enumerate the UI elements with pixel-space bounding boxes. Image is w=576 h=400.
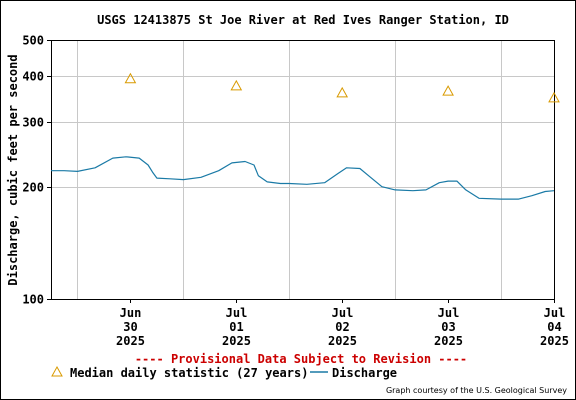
y-axis-label: Discharge, cubic feet per second — [6, 54, 20, 285]
x-axis-ticks: Jun302025Jul012025Jul022025Jul032025Jul0… — [116, 299, 569, 348]
legend-discharge-label: Discharge — [332, 366, 397, 380]
provisional-note: ---- Provisional Data Subject to Revisio… — [135, 352, 467, 366]
x-tick-label: Jun — [120, 306, 142, 320]
discharge-line — [51, 156, 555, 200]
y-tick-label: 500 — [22, 34, 44, 48]
y-tick-label: 400 — [22, 70, 44, 84]
median-marker — [442, 85, 454, 96]
y-tick-label: 100 — [22, 293, 44, 307]
x-tick-label: 2025 — [116, 334, 145, 348]
legend-median-label: Median daily statistic (27 years) — [70, 366, 308, 380]
x-tick-label: 2025 — [328, 334, 357, 348]
plot-area-frame — [51, 40, 555, 300]
x-tick-label: 02 — [335, 320, 349, 334]
x-tick-label: 2025 — [434, 334, 463, 348]
x-tick-label: 01 — [229, 320, 243, 334]
x-tick-label: Jul — [226, 306, 248, 320]
x-tick-label: 03 — [441, 320, 455, 334]
x-tick-label: Jul — [544, 306, 566, 320]
legend: Median daily statistic (27 years) Discha… — [51, 365, 397, 380]
x-tick-label: Jul — [332, 306, 354, 320]
x-tick-label: 30 — [123, 320, 137, 334]
chart-title: USGS 12413875 St Joe River at Red Ives R… — [97, 13, 509, 27]
x-tick-label: Jul — [438, 306, 460, 320]
median-marker — [230, 79, 243, 91]
y-tick-label: 200 — [22, 181, 44, 195]
x-tick-label: 04 — [547, 320, 561, 334]
legend-median-marker — [51, 365, 63, 377]
gridlines — [51, 40, 554, 299]
median-marker — [124, 72, 137, 84]
y-axis-ticks: 100 200 300 400 500 — [22, 34, 51, 307]
median-marker — [548, 91, 560, 103]
median-marker — [336, 86, 349, 98]
series-layer — [51, 72, 560, 200]
x-tick-label: 2025 — [222, 334, 251, 348]
y-tick-label: 300 — [22, 116, 44, 130]
credit-text: Graph courtesy of the U.S. Geological Su… — [386, 386, 567, 395]
x-tick-label: 2025 — [540, 334, 569, 348]
